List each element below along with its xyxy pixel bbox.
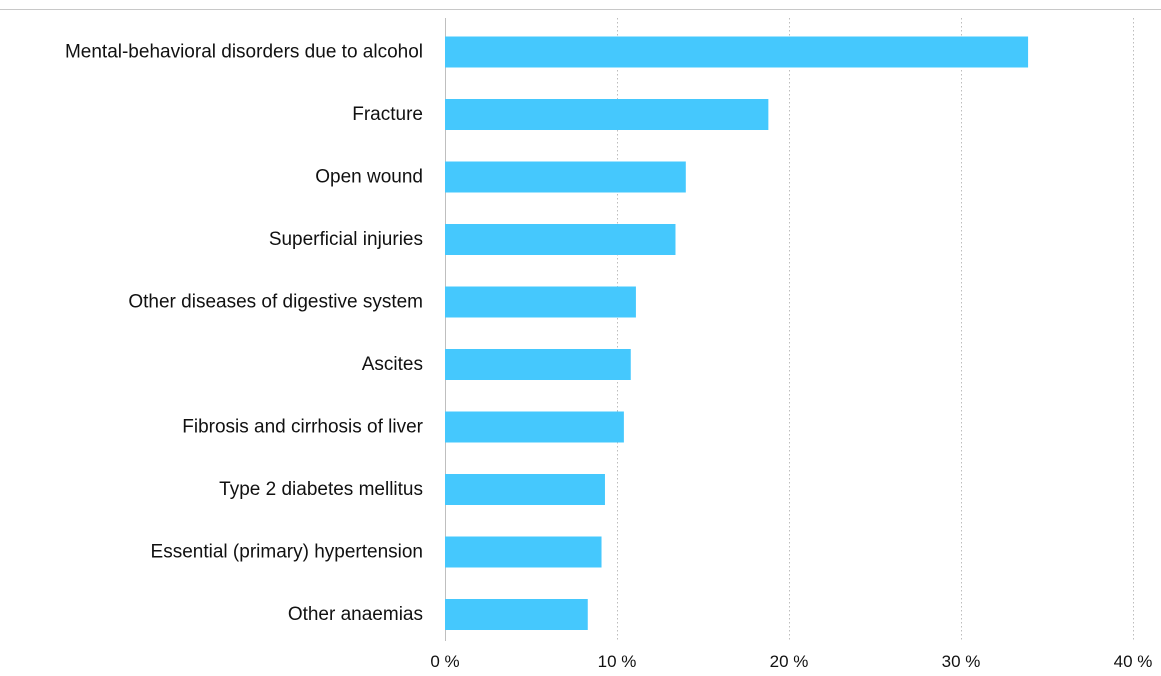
category-label: Fibrosis and cirrhosis of liver	[182, 417, 423, 438]
category-label: Superficial injuries	[269, 229, 423, 250]
x-tick-label: 10 %	[598, 652, 637, 671]
x-tick-label: 0 %	[430, 652, 459, 671]
bar	[445, 349, 631, 380]
bars	[445, 36, 1029, 630]
category-label: Fracture	[352, 104, 423, 125]
bar	[445, 599, 588, 630]
bar	[445, 161, 686, 193]
bar	[445, 286, 636, 318]
category-label: Open wound	[315, 167, 423, 188]
bar	[445, 474, 605, 505]
bar	[445, 36, 1029, 68]
category-label: Mental-behavioral disorders due to alcoh…	[65, 42, 423, 63]
bar	[445, 411, 624, 443]
bar	[445, 99, 769, 130]
bar	[445, 224, 676, 255]
x-tick-label: 20 %	[770, 652, 809, 671]
category-label: Ascites	[362, 354, 423, 375]
x-tick-label: 30 %	[942, 652, 981, 671]
x-axis-ticks: 0 % 10 % 20 % 30 % 40 %	[430, 652, 1152, 671]
category-label: Type 2 diabetes mellitus	[219, 479, 423, 500]
category-label: Other anaemias	[288, 604, 423, 625]
category-labels: Mental-behavioral disorders due to alcoh…	[65, 42, 424, 626]
bar	[445, 536, 602, 568]
category-label: Other diseases of digestive system	[128, 292, 423, 313]
x-tick-label: 40 %	[1114, 652, 1153, 671]
category-label: Essential (primary) hypertension	[151, 542, 423, 563]
